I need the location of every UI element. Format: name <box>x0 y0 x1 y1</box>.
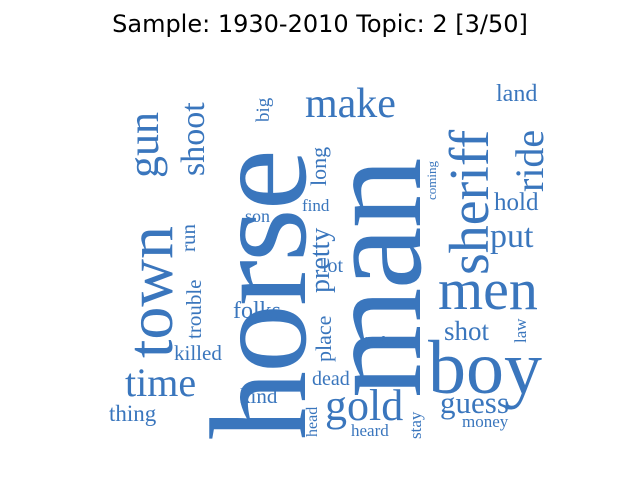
word-stay: stay <box>406 411 425 439</box>
word-killed: killed <box>174 341 222 365</box>
word-folks: folks <box>233 298 281 324</box>
word-thing: thing <box>109 401 157 426</box>
word-ride: ride <box>507 130 552 192</box>
word-make: make <box>305 81 396 127</box>
word-guess: guess <box>440 385 509 420</box>
word-money: money <box>462 412 509 431</box>
word-son: son <box>245 206 270 226</box>
word-pretty: pretty <box>305 228 336 293</box>
word-sheriff: sheriff <box>439 130 501 275</box>
word-time: time <box>125 360 196 405</box>
word-man: man <box>293 160 451 398</box>
word-boy: boy <box>428 326 542 410</box>
word-place: place <box>311 316 336 362</box>
word-run: run <box>176 224 200 252</box>
word-shoot: shoot <box>175 102 212 176</box>
word-put: put <box>490 218 534 255</box>
word-gold: gold <box>325 381 403 430</box>
word-long: long <box>306 147 331 186</box>
word-shot: shot <box>444 316 490 346</box>
word-head: head <box>304 407 321 437</box>
word-lot: lot <box>322 255 344 277</box>
word-big: big <box>253 97 274 122</box>
word-indian: indian <box>364 333 407 352</box>
word-trouble: trouble <box>182 280 206 339</box>
word-find: find <box>302 196 330 215</box>
word-men: men <box>438 257 538 322</box>
word-kind: kind <box>240 384 278 408</box>
word-coming: coming <box>424 161 439 200</box>
word-law: law <box>511 318 530 343</box>
word-horse: horse <box>182 151 335 440</box>
word-dead: dead <box>312 368 350 390</box>
word-land: land <box>496 81 537 107</box>
word-hold: hold <box>494 189 539 216</box>
word-gun: gun <box>119 112 168 178</box>
word-town: town <box>114 226 187 358</box>
figure-title: Sample: 1930-2010 Topic: 2 [3/50] <box>112 10 528 38</box>
word-heard: heard <box>351 421 389 440</box>
